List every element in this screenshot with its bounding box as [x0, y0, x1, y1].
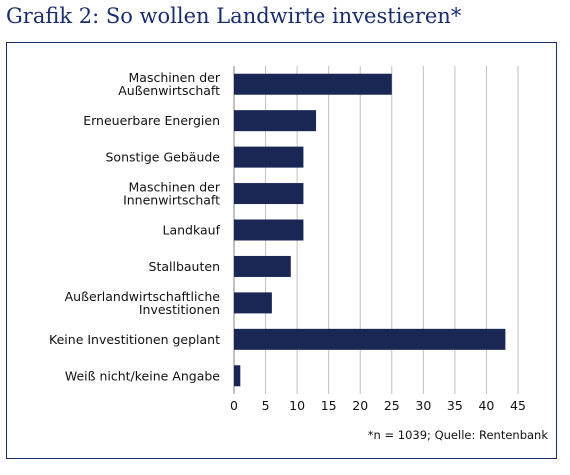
category-label-line: Keine Investitionen geplant: [49, 332, 220, 347]
category-label-7: Keine Investitionen geplant: [49, 332, 220, 347]
category-label-3: Maschinen der Innenwirtschaft: [123, 180, 221, 208]
category-label-8: Weiß nicht/keine Angabe: [65, 368, 220, 383]
category-label-1: Erneuerbare Energien: [83, 113, 220, 128]
category-label-line: Außenwirtschaft: [118, 83, 220, 98]
category-label-line: Stallbauten: [149, 259, 220, 274]
category-label-6: Außerlandwirtschaftliche Investitionen: [65, 289, 221, 317]
category-label-4: Landkauf: [163, 223, 221, 238]
category-label-line: Außerlandwirtschaftliche: [65, 289, 221, 304]
bar-4: [234, 219, 304, 241]
category-label-5: Stallbauten: [149, 259, 220, 274]
x-tick-label-6: 30: [415, 398, 431, 413]
bar-3: [234, 183, 304, 205]
x-tick-label-5: 25: [384, 398, 400, 413]
category-label-0: Maschinen der Außenwirtschaft: [118, 70, 221, 98]
category-label-line: Erneuerbare Energien: [83, 113, 220, 128]
x-tick-label-7: 35: [447, 398, 463, 413]
bar-8: [234, 365, 241, 387]
x-tick-label-2: 10: [289, 398, 305, 413]
category-label-line: Investitionen: [139, 302, 220, 317]
bar-1: [234, 110, 317, 132]
bar-6: [234, 292, 272, 314]
bar-0: [234, 73, 392, 95]
category-label-line: Sonstige Gebäude: [105, 150, 220, 165]
x-tick-label-1: 5: [262, 398, 270, 413]
bar-2: [234, 146, 304, 168]
bar-7: [234, 328, 506, 350]
x-tick-label-8: 40: [478, 398, 494, 413]
x-tick-label-9: 45: [510, 398, 526, 413]
category-label-2: Sonstige Gebäude: [105, 150, 220, 165]
x-tick-label-4: 20: [352, 398, 368, 413]
x-tick-label-0: 0: [230, 398, 238, 413]
category-label-line: Weiß nicht/keine Angabe: [65, 368, 220, 383]
bar-5: [234, 255, 291, 277]
category-label-line: Maschinen der: [129, 70, 221, 85]
category-label-line: Innenwirtschaft: [123, 193, 220, 208]
chart-frame: [6, 42, 557, 459]
category-label-line: Landkauf: [163, 223, 221, 238]
x-tick-label-3: 15: [321, 398, 337, 413]
category-label-line: Maschinen der: [129, 180, 221, 195]
chart-title: Grafik 2: So wollen Landwirte investiere…: [6, 4, 462, 28]
source-footnote: *n = 1039; Quelle: Rentenbank: [367, 428, 548, 442]
